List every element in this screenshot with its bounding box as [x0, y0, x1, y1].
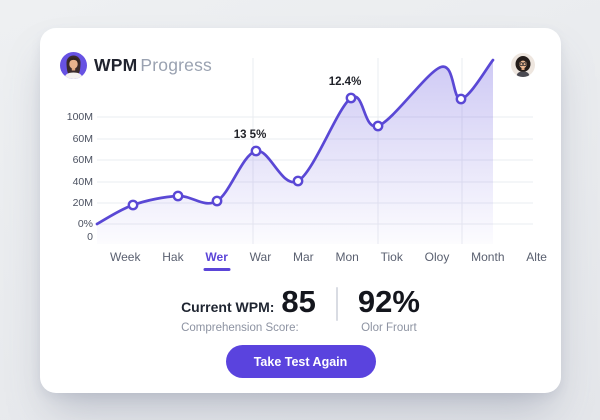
comprehension-score-label: Comprehension Score:: [181, 322, 299, 334]
x-label-week[interactable]: Week: [110, 250, 141, 264]
data-point-marker[interactable]: [211, 195, 223, 207]
data-point-marker[interactable]: [127, 199, 139, 211]
x-label-wer[interactable]: Wer: [205, 250, 228, 264]
x-label-hak[interactable]: Hak: [162, 250, 184, 264]
title-secondary: Progress: [140, 55, 213, 75]
y-tick-label: 0%: [77, 218, 93, 230]
x-label-alte[interactable]: Alte: [526, 250, 547, 264]
y-tick-label: 60M: [72, 133, 93, 145]
x-label-mon[interactable]: Mon: [335, 250, 359, 264]
data-point-annotation: 12.4%: [329, 76, 362, 88]
current-wpm-label: Current WPM:: [181, 299, 275, 315]
x-label-month[interactable]: Month: [471, 250, 505, 264]
y-origin-label: 0: [87, 231, 93, 243]
data-point-marker[interactable]: [172, 190, 184, 202]
stats-row: Current WPM: 85 Comprehension Score: 92%…: [40, 286, 561, 334]
woman-glasses-avatar-icon: [511, 53, 535, 77]
wpm-progress-card: WPM Progress 100M 60M 60M 40M 20M 0% 0 13 5% 12.…: [40, 28, 561, 393]
comprehension-value: 92%: [357, 284, 420, 319]
data-point-marker[interactable]: [250, 145, 262, 157]
woman-avatar-icon: [60, 52, 87, 79]
stats-divider: [335, 287, 338, 321]
y-tick-label: 40M: [72, 176, 93, 188]
comprehension-sub-label: Olor Frourt: [361, 322, 417, 334]
current-wpm-value: 85: [281, 284, 316, 319]
page-title: WPM Progress: [94, 55, 212, 76]
y-axis-ticks: 100M 60M 60M 40M 20M 0% 0: [40, 28, 93, 258]
data-point-annotation: 13 5%: [234, 129, 267, 141]
x-label-mar[interactable]: Mar: [293, 250, 314, 264]
data-point-marker[interactable]: [455, 93, 467, 105]
data-point-marker[interactable]: [292, 175, 304, 187]
x-axis-labels: Week Hak Wer War Mar Mon Tiok Oloy Month Alte: [110, 250, 547, 264]
x-label-tiok[interactable]: Tiok: [380, 250, 403, 264]
y-tick-label: 60M: [72, 154, 93, 166]
user-avatar[interactable]: [60, 52, 87, 79]
data-point-marker[interactable]: [372, 120, 384, 132]
y-tick-label: 100M: [66, 111, 93, 123]
y-tick-label: 20M: [72, 197, 93, 209]
progress-line-chart: 13 5% 12.4%: [95, 58, 533, 244]
current-wpm-stat: Current WPM: 85 Comprehension Score:: [181, 286, 316, 334]
x-label-oloy[interactable]: Oloy: [424, 250, 450, 264]
secondary-avatar[interactable]: [511, 53, 535, 77]
comprehension-stat: 92% Olor Frourt: [358, 286, 420, 334]
take-test-again-button[interactable]: Take Test Again: [225, 345, 376, 378]
data-point-marker[interactable]: [345, 92, 357, 104]
title-main: WPM: [94, 55, 138, 75]
x-label-war[interactable]: War: [249, 250, 272, 264]
